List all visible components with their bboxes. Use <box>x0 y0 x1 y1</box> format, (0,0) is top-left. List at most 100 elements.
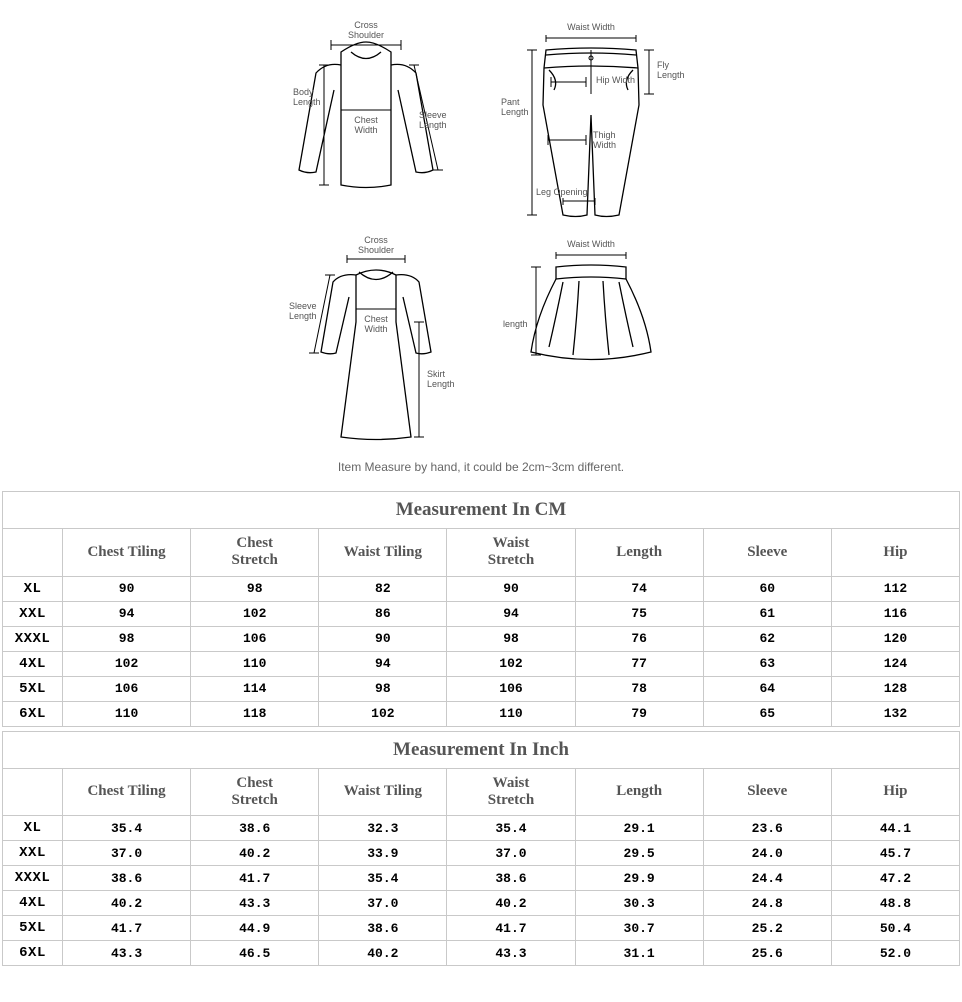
table-value: 118 <box>191 701 319 726</box>
table-value: 33.9 <box>319 841 447 866</box>
table-value: 48.8 <box>831 891 959 916</box>
table-value: 75 <box>575 601 703 626</box>
size-label: 5XL <box>3 916 63 941</box>
table-value: 76 <box>575 626 703 651</box>
measurement-table-cm: Measurement In CM Chest Tiling ChestStre… <box>2 491 960 727</box>
table-value: 50.4 <box>831 916 959 941</box>
table-row: 5XL106114981067864128 <box>3 676 960 701</box>
dress-chest-width-label-2: Width <box>364 324 387 334</box>
dress-skirt-length-label: Skirt <box>427 369 445 379</box>
shirt-cross-shoulder-label: Cross <box>354 20 378 30</box>
table-value: 61 <box>703 601 831 626</box>
shirt-body-length-label: Body <box>293 87 314 97</box>
table-value: 62 <box>703 626 831 651</box>
table-value: 38.6 <box>319 916 447 941</box>
size-label: XL <box>3 576 63 601</box>
table-value: 35.4 <box>319 866 447 891</box>
size-label: XL <box>3 816 63 841</box>
table-value: 98 <box>63 626 191 651</box>
table-value: 29.1 <box>575 816 703 841</box>
table-value: 24.4 <box>703 866 831 891</box>
table-value: 40.2 <box>447 891 575 916</box>
table-value: 52.0 <box>831 941 959 966</box>
size-label: 4XL <box>3 651 63 676</box>
table-value: 30.3 <box>575 891 703 916</box>
table-value: 102 <box>191 601 319 626</box>
measurement-table-inch: Measurement In Inch Chest Tiling ChestSt… <box>2 731 960 967</box>
table-value: 41.7 <box>191 866 319 891</box>
inch-col-3: WaistStretch <box>447 768 575 816</box>
pants-pant-length-label-2: Length <box>501 107 529 117</box>
table-value: 94 <box>447 601 575 626</box>
table-value: 37.0 <box>319 891 447 916</box>
table-value: 44.9 <box>191 916 319 941</box>
table-value: 29.9 <box>575 866 703 891</box>
table-value: 106 <box>447 676 575 701</box>
table-value: 94 <box>63 601 191 626</box>
shirt-diagram: Cross Shoulder Body Length Chest Width S… <box>271 10 461 220</box>
inch-col-4: Length <box>575 768 703 816</box>
size-label: XXXL <box>3 866 63 891</box>
measurement-note: Item Measure by hand, it could be 2cm~3c… <box>338 460 624 474</box>
table-row: XL909882907460112 <box>3 576 960 601</box>
table-value: 40.2 <box>63 891 191 916</box>
cm-col-4: Length <box>575 529 703 577</box>
table-value: 41.7 <box>447 916 575 941</box>
cm-header-row: Chest Tiling ChestStretch Waist Tiling W… <box>3 529 960 577</box>
dress-cross-shoulder-label: Cross <box>364 235 388 245</box>
cm-col-1: ChestStretch <box>191 529 319 577</box>
dress-skirt-length-label-2: Length <box>427 379 455 389</box>
inch-col-0: Chest Tiling <box>63 768 191 816</box>
pants-thigh-width-label: Thigh <box>593 130 616 140</box>
cm-col-3: WaistStretch <box>447 529 575 577</box>
table-value: 102 <box>447 651 575 676</box>
table-value: 43.3 <box>447 941 575 966</box>
skirt-length-label: length <box>503 319 528 329</box>
table-value: 102 <box>63 651 191 676</box>
table-value: 79 <box>575 701 703 726</box>
table-row: 4XL40.243.337.040.230.324.848.8 <box>3 891 960 916</box>
table-value: 74 <box>575 576 703 601</box>
table-value: 112 <box>831 576 959 601</box>
pants-waist-width-label: Waist Width <box>567 22 615 32</box>
table-value: 29.5 <box>575 841 703 866</box>
table-row: XXXL38.641.735.438.629.924.447.2 <box>3 866 960 891</box>
pants-diagram: Waist Width Hip Width Pant Length Fly Le… <box>491 10 691 235</box>
table-value: 120 <box>831 626 959 651</box>
table-row: 6XL43.346.540.243.331.125.652.0 <box>3 941 960 966</box>
table-value: 132 <box>831 701 959 726</box>
table-row: XL35.438.632.335.429.123.644.1 <box>3 816 960 841</box>
table-value: 37.0 <box>447 841 575 866</box>
table-value: 31.1 <box>575 941 703 966</box>
size-label: XXL <box>3 601 63 626</box>
table-row: 6XL1101181021107965132 <box>3 701 960 726</box>
inch-table-title: Measurement In Inch <box>3 731 960 768</box>
table-value: 77 <box>575 651 703 676</box>
pants-fly-length-label: Fly <box>657 60 669 70</box>
table-value: 124 <box>831 651 959 676</box>
inch-col-2: Waist Tiling <box>319 768 447 816</box>
inch-col-6: Hip <box>831 768 959 816</box>
size-label: 4XL <box>3 891 63 916</box>
table-value: 78 <box>575 676 703 701</box>
table-value: 90 <box>447 576 575 601</box>
dress-diagram: Cross Shoulder Sleeve Length Chest Width… <box>281 227 471 452</box>
table-value: 46.5 <box>191 941 319 966</box>
pants-thigh-width-label-2: Width <box>593 140 616 150</box>
pants-pant-length-label: Pant <box>501 97 520 107</box>
table-value: 110 <box>447 701 575 726</box>
table-value: 128 <box>831 676 959 701</box>
table-value: 25.2 <box>703 916 831 941</box>
table-value: 24.0 <box>703 841 831 866</box>
inch-col-1: ChestStretch <box>191 768 319 816</box>
inch-header-row: Chest Tiling ChestStretch Waist Tiling W… <box>3 768 960 816</box>
size-label: XXL <box>3 841 63 866</box>
table-value: 98 <box>191 576 319 601</box>
table-value: 38.6 <box>63 866 191 891</box>
pants-leg-opening-label: Leg Opening <box>536 187 588 197</box>
table-value: 38.6 <box>447 866 575 891</box>
cm-col-0: Chest Tiling <box>63 529 191 577</box>
table-value: 65 <box>703 701 831 726</box>
table-value: 38.6 <box>191 816 319 841</box>
table-value: 86 <box>319 601 447 626</box>
